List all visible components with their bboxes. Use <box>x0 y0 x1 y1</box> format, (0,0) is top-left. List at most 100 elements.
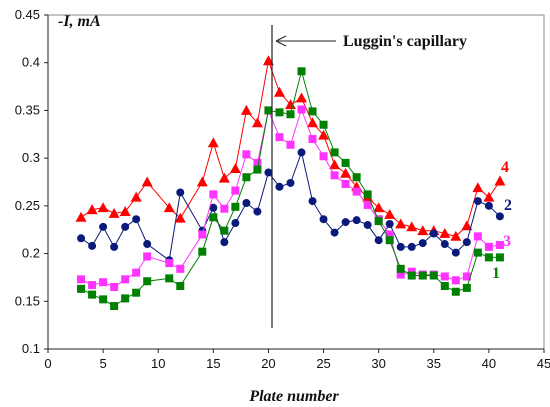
data-point <box>297 67 306 76</box>
data-point <box>494 175 506 186</box>
data-point <box>373 202 385 213</box>
data-point <box>319 120 328 129</box>
data-point <box>229 163 241 174</box>
data-point <box>231 202 240 211</box>
data-point <box>77 284 86 293</box>
data-point <box>297 105 306 114</box>
data-point <box>308 197 317 206</box>
series-2 <box>77 148 504 265</box>
data-point <box>385 230 394 239</box>
x-tick-label: 30 <box>371 356 385 371</box>
data-point <box>374 217 383 226</box>
data-point <box>132 288 141 297</box>
data-point <box>251 117 263 128</box>
data-point <box>209 203 218 212</box>
data-point <box>220 204 229 213</box>
x-tick-label: 5 <box>99 356 106 371</box>
data-point <box>108 207 120 218</box>
data-point <box>484 242 493 251</box>
data-point <box>86 204 98 215</box>
data-point <box>110 302 119 311</box>
data-point <box>473 197 482 206</box>
data-point <box>483 191 495 202</box>
x-tick-label: 0 <box>44 356 51 371</box>
data-point <box>484 253 493 262</box>
data-point <box>143 252 152 261</box>
y-tick-label: 0.1 <box>22 341 40 356</box>
series-labels: 4 2 31 <box>492 159 512 282</box>
data-point <box>341 218 350 227</box>
data-point <box>352 216 361 225</box>
data-point <box>495 212 504 221</box>
data-point <box>450 230 462 241</box>
data-point <box>286 110 295 119</box>
data-point <box>462 272 471 281</box>
data-point <box>429 229 438 238</box>
data-point <box>406 221 418 232</box>
y-tick-label: 0.4 <box>22 55 40 70</box>
data-point <box>308 107 317 116</box>
data-point <box>396 264 405 273</box>
data-point <box>417 225 429 236</box>
data-point <box>242 198 251 207</box>
data-point <box>242 150 251 159</box>
y-tick-label: 0.45 <box>15 7 40 22</box>
data-point <box>264 168 273 177</box>
data-point <box>319 152 328 161</box>
data-point <box>286 140 295 149</box>
data-point <box>275 133 284 142</box>
data-point <box>77 234 86 243</box>
data-point <box>472 182 484 193</box>
data-point <box>88 281 97 290</box>
data-point <box>451 276 460 285</box>
data-point <box>385 236 394 245</box>
data-point <box>275 108 284 117</box>
data-point <box>330 228 339 237</box>
data-point <box>495 253 504 262</box>
data-point <box>395 218 407 229</box>
data-point <box>275 182 284 191</box>
data-point <box>220 226 229 235</box>
data-point <box>297 148 306 157</box>
data-point <box>407 271 416 280</box>
data-point <box>77 275 86 284</box>
data-point <box>220 238 229 247</box>
data-point <box>110 242 119 251</box>
data-point <box>329 159 341 170</box>
data-point <box>196 176 208 187</box>
data-point <box>418 271 427 280</box>
data-point <box>484 201 493 210</box>
series-1 <box>77 67 504 311</box>
data-point <box>495 240 504 249</box>
annotation-arrowhead <box>275 35 287 47</box>
data-point <box>165 274 174 283</box>
data-point <box>198 247 207 256</box>
x-tick-label: 35 <box>427 356 441 371</box>
data-point <box>330 148 339 157</box>
data-point <box>385 219 394 228</box>
data-point <box>396 242 405 251</box>
data-point <box>242 173 251 182</box>
data-point <box>132 215 141 224</box>
data-point <box>318 129 330 140</box>
y-tick-label: 0.15 <box>15 293 40 308</box>
data-point <box>253 165 262 174</box>
data-point <box>374 236 383 245</box>
data-point <box>451 287 460 296</box>
data-point <box>209 213 218 222</box>
x-tick-label: 20 <box>261 356 275 371</box>
data-point <box>462 283 471 292</box>
data-point <box>418 239 427 248</box>
x-tick-label: 15 <box>206 356 220 371</box>
data-point <box>363 220 372 229</box>
data-point <box>363 200 372 209</box>
data-point <box>231 219 240 228</box>
y-tick-label: 0.25 <box>15 198 40 213</box>
data-point <box>176 264 185 273</box>
data-point <box>121 275 130 284</box>
x-tick-label: 45 <box>537 356 550 371</box>
data-series <box>75 55 506 311</box>
y-axis-label: -I, mA <box>58 13 101 30</box>
data-point <box>163 202 175 213</box>
